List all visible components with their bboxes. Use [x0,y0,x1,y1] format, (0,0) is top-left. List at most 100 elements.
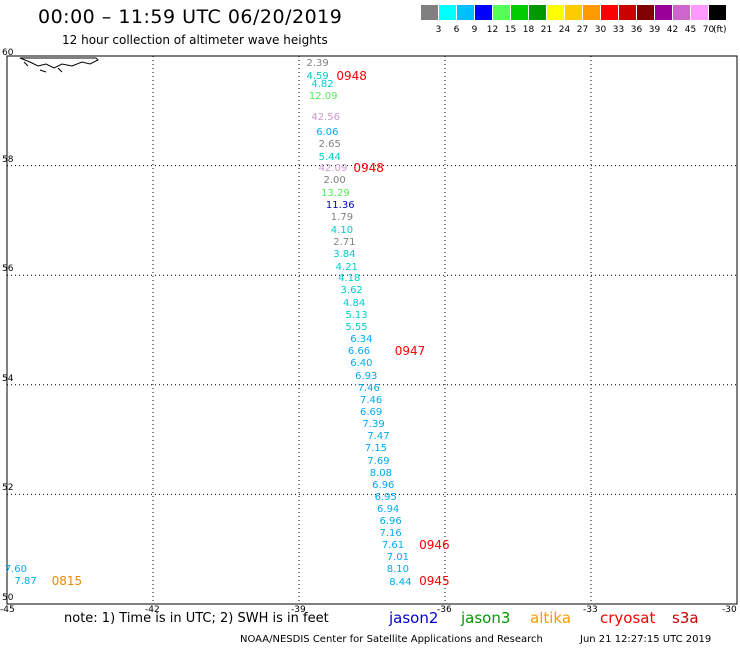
map-frame [6,55,738,605]
wave-height-value: 4.59 [306,70,329,82]
legend-swatch [493,5,510,20]
lat-tick-label: 54 [2,373,14,384]
lon-tick-label: -39 [291,605,306,615]
legend-swatch [619,5,636,20]
page-title: 00:00 – 11:59 UTC 06/20/2019 [38,6,343,28]
pass-time-label: 0945 [419,574,450,589]
lat-tick-label: 52 [2,483,14,494]
lon-tick-label: -30 [722,605,737,615]
lon-tick-label: -42 [145,605,160,615]
wave-height-value: 6.66 [347,345,371,357]
legend-swatch [691,5,708,20]
legend-swatch [655,5,672,20]
wave-height-value: 7.15 [364,443,388,455]
wave-height-value: 7.60 [4,564,27,576]
wave-height-value: 8.08 [369,467,392,479]
page-subtitle: 12 hour collection of altimeter wave hei… [62,33,328,47]
wave-height-value: 13.29 [321,187,350,199]
legend-label: 70 [702,25,715,35]
graticule [7,56,737,604]
wave-height-value: 2.71 [333,236,356,248]
legend-label: 24 [558,25,571,35]
wave-height-value: 11.36 [325,200,355,212]
legend-unit: (ft) [713,25,727,35]
wave-height-value: 2.39 [306,58,329,70]
legend-label: 39 [648,25,661,35]
satellite-name-cryosat: cryosat [600,609,656,627]
wave-height-value: 4.10 [330,224,354,236]
legend-swatch [565,5,582,20]
legend-label: 33 [612,25,625,35]
legend-swatch [439,5,456,20]
wave-height-value: 4.82 [311,79,334,91]
legend-swatch [601,5,618,20]
wave-height-value: 6.95 [374,491,397,503]
wave-height-value: 7.61 [381,539,405,551]
wave-height-value: 42.56 [311,112,340,124]
satellite-name-jason2: jason2 [389,609,439,627]
wave-height-value: 6.94 [377,503,400,515]
wave-height-value: 7.69 [367,455,390,467]
lat-tick-label: 60 [2,48,14,58]
wave-height-value: 5.13 [345,309,368,321]
legend-label: 3 [435,25,442,35]
lat-tick-label: 58 [2,154,14,165]
legend-swatch [529,5,546,20]
legend-swatch [457,5,474,20]
wave-height-value: 4.18 [338,273,361,285]
legend-swatch [583,5,600,20]
wave-height-value: 7.39 [362,419,385,431]
pass-time-label: 0946 [419,537,450,552]
wave-height-value: 7.16 [379,527,402,539]
wave-height-value: 12.09 [308,91,338,103]
wave-height-value: 1.79 [330,212,354,224]
wave-height-value: 6.96 [372,479,395,491]
lon-tick-label: -45 [0,605,15,615]
legend-swatch [511,5,528,20]
wave-height-value: 6.96 [379,515,402,527]
lon-tick-label: -36 [437,605,452,615]
legend-label: 42 [666,25,679,35]
pass-time-label: 0948 [353,160,384,175]
wave-height-value: 7.46 [357,383,380,395]
wave-height-value: 3.84 [333,249,356,261]
pass-time-label: 0948 [336,68,367,83]
wave-height-value: 2.00 [323,174,346,186]
legend-label: 15 [504,25,517,35]
coastline-greenland [19,57,99,73]
legend-label: 27 [576,25,589,35]
generated-timestamp: Jun 21 12:27:15 UTC 2019 [580,634,712,645]
legend-label: 21 [540,25,553,35]
legend-label: 9 [471,25,478,35]
satellite-name-s3a: s3a [672,609,699,627]
wave-height-value: 42.09 [318,162,348,174]
pass-time-label: 0815 [51,574,83,589]
legend-label: 6 [453,25,460,35]
legend-swatch [637,5,654,20]
wave-height-value: 6.06 [316,126,339,138]
wave-height-value: 6.93 [355,370,378,382]
legend-swatch [709,5,726,20]
wave-height-value: 8.44 [389,577,412,589]
wave-height-value: 7.87 [14,576,37,588]
lon-tick-label: -33 [583,605,598,615]
legend-swatch [475,5,492,20]
wave-height-value: 6.34 [350,333,373,345]
pass-time-label: 0947 [394,343,426,358]
wave-height-value: 5.55 [345,321,368,333]
satellite-name-altika: altika [530,609,572,627]
lat-tick-label: 50 [2,593,14,603]
legend-swatch [421,5,438,20]
wave-height-value: 7.46 [360,395,383,407]
wave-height-value: 7.01 [386,551,410,563]
satellite-name-jason3: jason3 [461,609,511,627]
wave-height-value: 7.47 [367,431,390,443]
credit-line: NOAA/NESDIS Center for Satellite Applica… [240,634,543,645]
legend-label: 45 [684,25,697,35]
wave-height-value: 8.10 [386,564,410,576]
wave-height-value: 5.44 [318,152,341,164]
legend-label: 12 [486,25,499,35]
footnote: note: 1) Time is in UTC; 2) SWH is in fe… [64,611,329,626]
wave-height-value: 4.84 [342,297,366,309]
